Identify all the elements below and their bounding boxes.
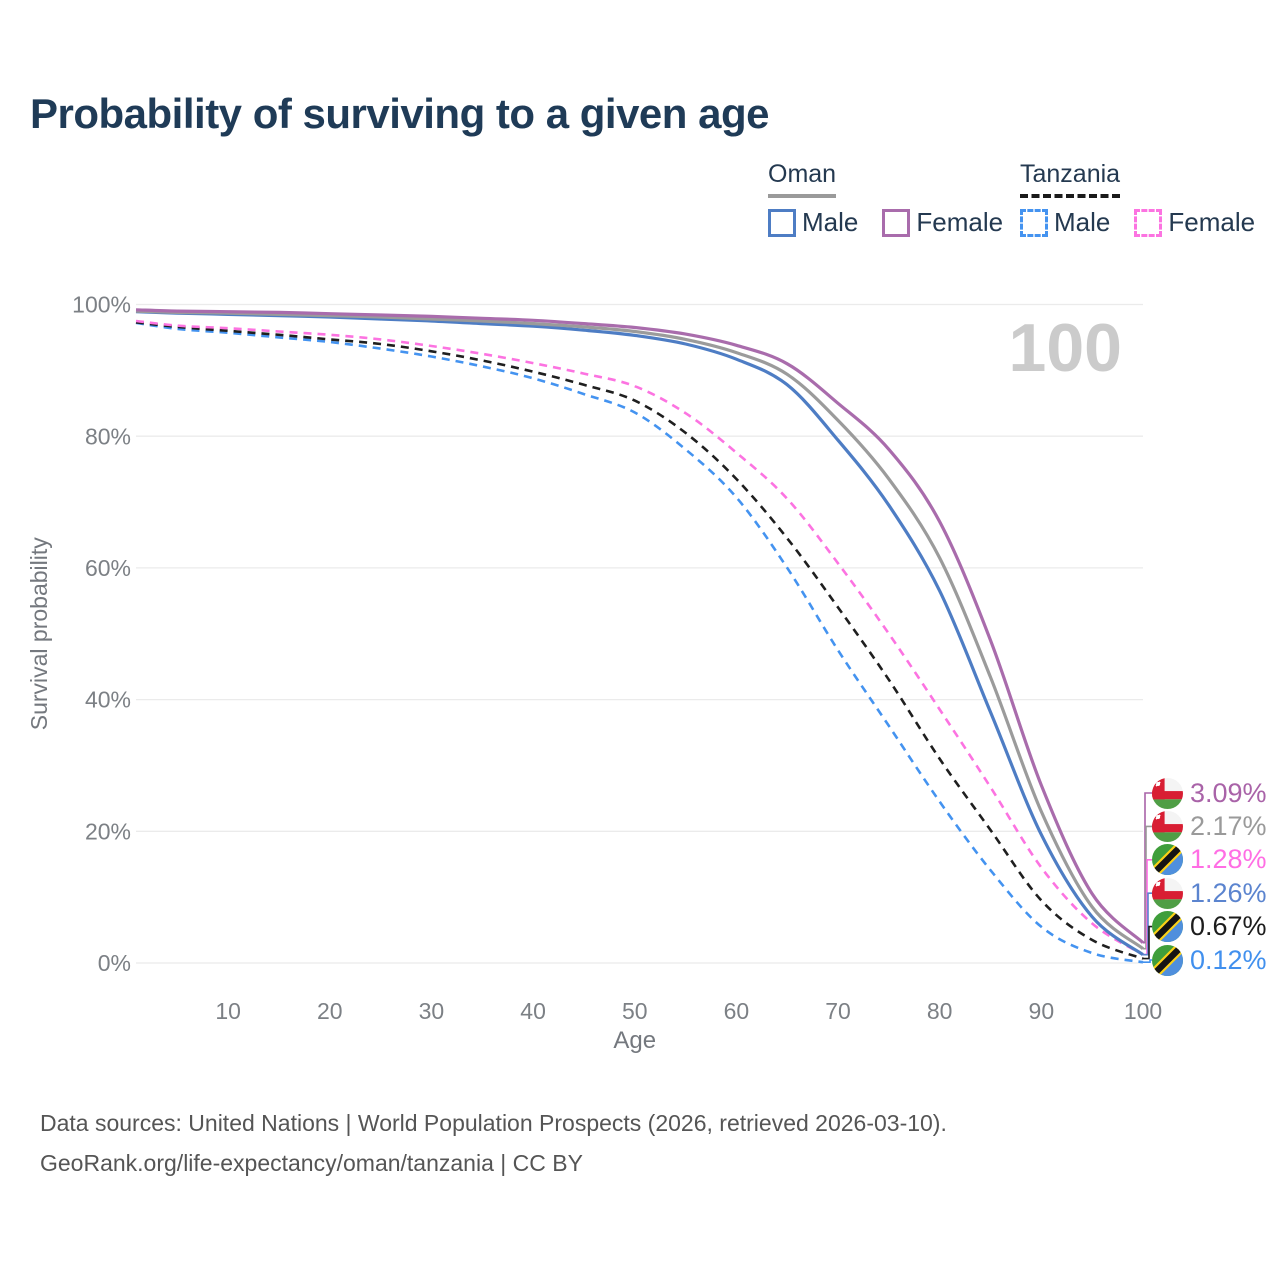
oman-flag-icon	[1152, 810, 1183, 842]
oman-flag-icon	[1152, 777, 1183, 809]
legend-group-oman: Oman Male Female	[768, 160, 1003, 238]
end-label-tanzania-total: 0.67%	[1152, 911, 1267, 943]
axis-max-watermark: 100	[1009, 310, 1122, 386]
y-tick-label-40: 40%	[85, 687, 131, 713]
legend-group-tanzania: Tanzania Male Female	[1020, 160, 1255, 238]
legend-country-oman[interactable]: Oman	[768, 160, 837, 198]
curve-oman-male[interactable]	[135, 310, 1144, 957]
end-label-connector-tanzania-male	[1143, 959, 1152, 963]
x-tick-label-70: 70	[825, 998, 851, 1024]
end-label-tanzania-female: 1.28%	[1152, 844, 1267, 876]
end-label-connector-tanzania-total	[1143, 925, 1152, 960]
y-tick-label-60: 60%	[85, 555, 131, 581]
legend-item-oman-female[interactable]: Female	[882, 207, 1003, 238]
y-axis-title: Survival probability	[26, 537, 52, 731]
end-label-value: 0.12%	[1190, 944, 1267, 975]
oman-female-swatch	[882, 208, 911, 237]
curve-tanzania-male[interactable]	[135, 321, 1144, 964]
oman-flag-icon	[1152, 877, 1183, 909]
x-tick-label-50: 50	[622, 998, 648, 1024]
y-tick-label-100: 100%	[72, 292, 131, 318]
end-label-connector-oman-male	[1143, 892, 1152, 956]
x-tick-label-100: 100	[1124, 998, 1162, 1024]
oman-male-swatch	[768, 208, 796, 237]
curve-tanzania-total[interactable]	[135, 321, 1144, 960]
x-tick-label-40: 40	[520, 998, 546, 1024]
y-tick-label-0: 0%	[98, 950, 131, 976]
tanzania-male-swatch	[1020, 208, 1048, 237]
x-tick-label-90: 90	[1029, 998, 1055, 1024]
legend-item-oman-male[interactable]: Male	[768, 207, 858, 238]
footer-source-text: Data sources: United Nations | World Pop…	[40, 1103, 947, 1183]
legend-label-oman-female: Female	[916, 207, 1004, 237]
end-label-value: 3.09%	[1190, 777, 1267, 808]
end-label-oman-total: 2.17%	[1152, 810, 1267, 842]
x-axis-title: Age	[613, 1027, 656, 1054]
y-tick-label-20: 20%	[85, 818, 131, 844]
legend-label-tanzania-female: Female	[1168, 207, 1256, 237]
x-tick-label-60: 60	[724, 998, 750, 1024]
tanzania-flag-icon	[1152, 911, 1183, 943]
legend-label-tanzania-male: Male	[1054, 207, 1111, 237]
end-label-value: 1.26%	[1190, 877, 1267, 908]
legend-item-tanzania-female[interactable]: Female	[1134, 207, 1255, 238]
end-label-oman-male: 1.26%	[1152, 877, 1267, 909]
legend-label-oman-male: Male	[802, 207, 859, 237]
curve-oman-female[interactable]	[135, 308, 1145, 944]
legend-country-tanzania[interactable]: Tanzania	[1020, 160, 1121, 198]
x-tick-label-20: 20	[317, 998, 343, 1024]
end-label-tanzania-male: 0.12%	[1152, 944, 1267, 976]
page-title: Probability of surviving to a given age	[30, 90, 769, 137]
end-label-value: 2.17%	[1190, 810, 1267, 841]
tanzania-flag-icon	[1152, 844, 1183, 876]
footer-line-2: GeoRank.org/life-expectancy/oman/tanzani…	[40, 1150, 583, 1176]
curve-tanzania-female[interactable]	[135, 319, 1144, 956]
end-label-connector-oman-total	[1143, 825, 1152, 950]
tanzania-female-swatch	[1134, 208, 1163, 237]
end-label-oman-female: 3.09%	[1152, 777, 1267, 809]
end-label-connector-oman-female	[1143, 792, 1152, 944]
end-label-value: 0.67%	[1190, 911, 1267, 942]
footer-line-1: Data sources: United Nations | World Pop…	[40, 1110, 947, 1136]
x-tick-label-10: 10	[215, 998, 241, 1024]
tanzania-flag-icon	[1152, 944, 1183, 976]
x-tick-label-80: 80	[927, 998, 953, 1024]
y-tick-label-80: 80%	[85, 423, 131, 449]
curve-oman-total[interactable]	[135, 309, 1145, 950]
x-tick-label-30: 30	[419, 998, 445, 1024]
end-label-value: 1.28%	[1190, 844, 1267, 875]
legend-item-tanzania-male[interactable]: Male	[1020, 207, 1110, 238]
